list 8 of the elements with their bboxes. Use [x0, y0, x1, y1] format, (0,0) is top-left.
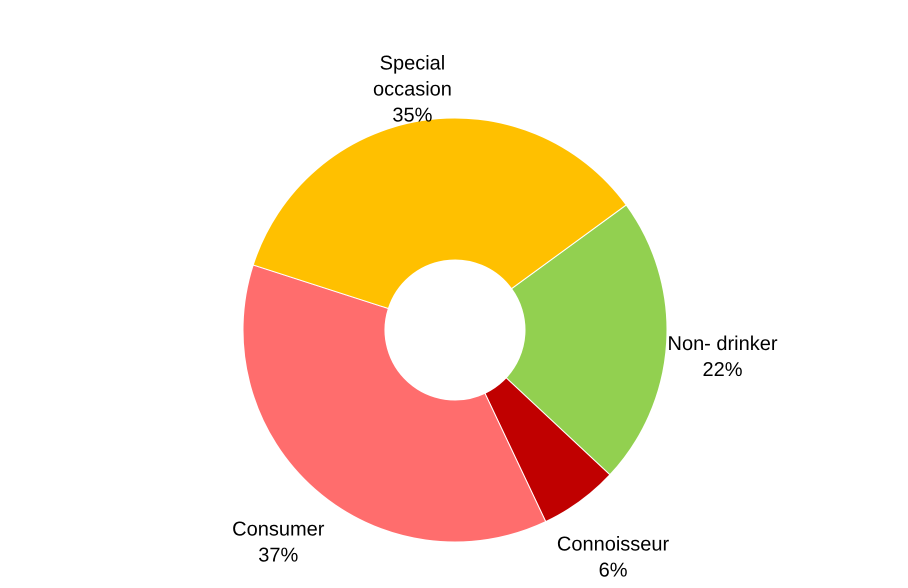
data-label: 35%	[392, 104, 433, 126]
slice-label: Special occasion	[372, 52, 452, 100]
data-label: 22%	[702, 359, 743, 382]
data-label: 6%	[598, 559, 628, 582]
slice-label: Consumer	[232, 518, 325, 540]
slice-label: Connoisseur	[556, 533, 670, 556]
data-label: 37%	[258, 544, 298, 566]
slice-label: Non- drinker	[667, 333, 778, 356]
